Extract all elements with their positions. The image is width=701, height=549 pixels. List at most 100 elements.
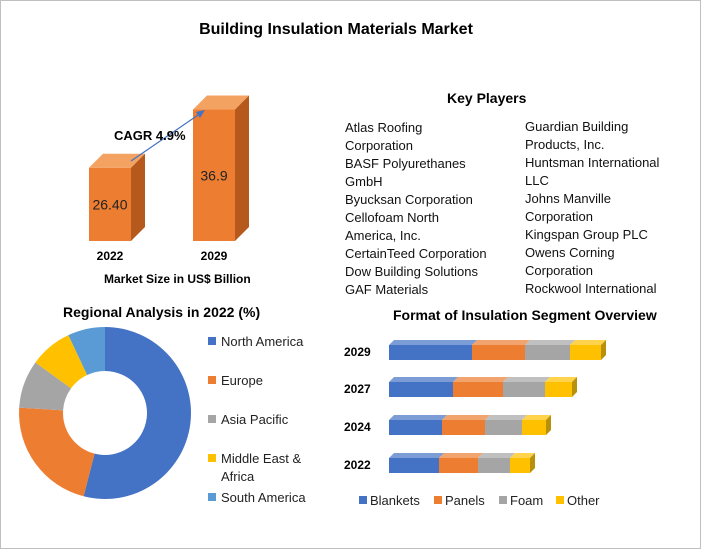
segment-top: [485, 415, 527, 420]
segment-year-label: 2024: [344, 420, 371, 434]
segment-top: [510, 453, 535, 458]
segment-panels: [442, 420, 485, 435]
segment-title: Format of Insulation Segment Overview: [393, 307, 657, 323]
key-player-line: Dow Building Solutions: [345, 264, 478, 279]
legend-label: Middle East &: [221, 451, 302, 466]
segment-foam: [525, 345, 570, 360]
donut-slice: [68, 327, 105, 375]
key-player-line: GAF Materials: [345, 282, 429, 297]
key-player-line: Corporation: [525, 263, 593, 278]
segment-panels: [453, 382, 503, 397]
segment-top: [389, 415, 447, 420]
key-player-line: Rockwool International: [525, 281, 657, 296]
market-bar-side: [235, 95, 249, 241]
legend-label: South America: [221, 490, 306, 505]
segment-side: [572, 377, 577, 397]
market-bar-top: [89, 153, 145, 168]
market-bar-label: 26.40: [92, 196, 127, 212]
segment-foam: [485, 420, 522, 435]
legend-label: Blankets: [370, 493, 420, 508]
segment-side: [546, 415, 551, 435]
segment-panels: [439, 458, 478, 473]
key-player-line: America, Inc.: [345, 228, 421, 243]
key-player-line: Kingspan Group PLC: [525, 227, 648, 242]
key-players-col2: Guardian Building Products, Inc. Huntsman …: [525, 118, 659, 298]
market-bar-side: [131, 153, 145, 241]
market-year-label: 2029: [201, 249, 228, 263]
segment-other: [570, 345, 601, 360]
donut-slice: [19, 407, 95, 497]
legend-swatch: [208, 493, 216, 501]
key-player-line: Owens Corning: [525, 245, 615, 260]
legend-label: Other: [567, 493, 600, 508]
market-size-xlabel: Market Size in US$ Billion: [104, 272, 251, 286]
key-players-title: Key Players: [447, 90, 527, 106]
key-player-line: Byucksan Corporation: [345, 192, 473, 207]
key-player-line: CertainTeed Corporation: [345, 246, 487, 261]
segment-other: [510, 458, 530, 473]
legend-label: Foam: [510, 493, 543, 508]
legend-swatch: [208, 376, 216, 384]
segment-blankets: [389, 345, 472, 360]
segment-top: [442, 415, 490, 420]
segment-blankets: [389, 458, 439, 473]
segment-other: [545, 382, 572, 397]
donut-slice: [35, 335, 88, 389]
segment-top: [503, 377, 550, 382]
legend-label: Africa: [221, 469, 255, 484]
donut-slice: [83, 327, 192, 499]
cagr-arrowhead: [196, 110, 205, 118]
key-player-line: Atlas Roofing: [345, 120, 423, 135]
key-player-line: Cellofoam North: [345, 210, 439, 225]
legend-swatch: [208, 454, 216, 462]
segment-year-label: 2022: [344, 458, 371, 472]
market-bar-front: [193, 109, 235, 241]
key-player-line: Corporation: [345, 138, 413, 153]
key-player-line: Corporation: [525, 209, 593, 224]
segment-foam: [478, 458, 510, 473]
legend-swatch: [208, 415, 216, 423]
segment-blankets: [389, 420, 442, 435]
segment-top: [389, 340, 477, 345]
legend-swatch: [556, 496, 564, 504]
market-year-label: 2022: [97, 249, 124, 263]
segment-other: [522, 420, 546, 435]
cagr-arrow: [130, 112, 202, 162]
key-players-col1: Atlas Roofing Corporation BASF Polyurethan…: [345, 119, 487, 299]
segment-foam: [503, 382, 545, 397]
legend-label: Panels: [445, 493, 485, 508]
segment-top: [439, 453, 483, 458]
segment-blankets: [389, 382, 453, 397]
legend-label: Europe: [221, 373, 263, 388]
segment-panels: [472, 345, 525, 360]
segment-top: [545, 377, 577, 382]
segment-top: [478, 453, 515, 458]
legend-swatch: [208, 337, 216, 345]
key-player-line: LLC: [525, 173, 549, 188]
key-player-line: Johns Manville: [525, 191, 611, 206]
key-player-line: Huntsman International: [525, 155, 660, 170]
segment-top: [389, 453, 444, 458]
segment-top: [472, 340, 530, 345]
legend-swatch: [434, 496, 442, 504]
cagr-annotation: CAGR 4.9%: [114, 128, 186, 143]
legend-swatch: [359, 496, 367, 504]
key-player-line: Guardian Building: [525, 119, 629, 134]
market-bar-label: 36.9: [200, 167, 227, 183]
segment-year-label: 2027: [344, 382, 371, 396]
donut-slice: [19, 362, 72, 411]
regional-title: Regional Analysis in 2022 (%): [63, 304, 261, 320]
segment-top: [522, 415, 551, 420]
key-player-line: GmbH: [345, 174, 383, 189]
key-player-line: BASF Polyurethanes: [345, 156, 466, 171]
legend-swatch: [499, 496, 507, 504]
segment-top: [570, 340, 606, 345]
legend-label: Asia Pacific: [221, 412, 289, 427]
segment-top: [525, 340, 575, 345]
segment-year-label: 2029: [344, 345, 371, 359]
legend-label: North America: [221, 334, 304, 349]
market-bar-front: [89, 167, 131, 241]
segment-top: [389, 377, 458, 382]
